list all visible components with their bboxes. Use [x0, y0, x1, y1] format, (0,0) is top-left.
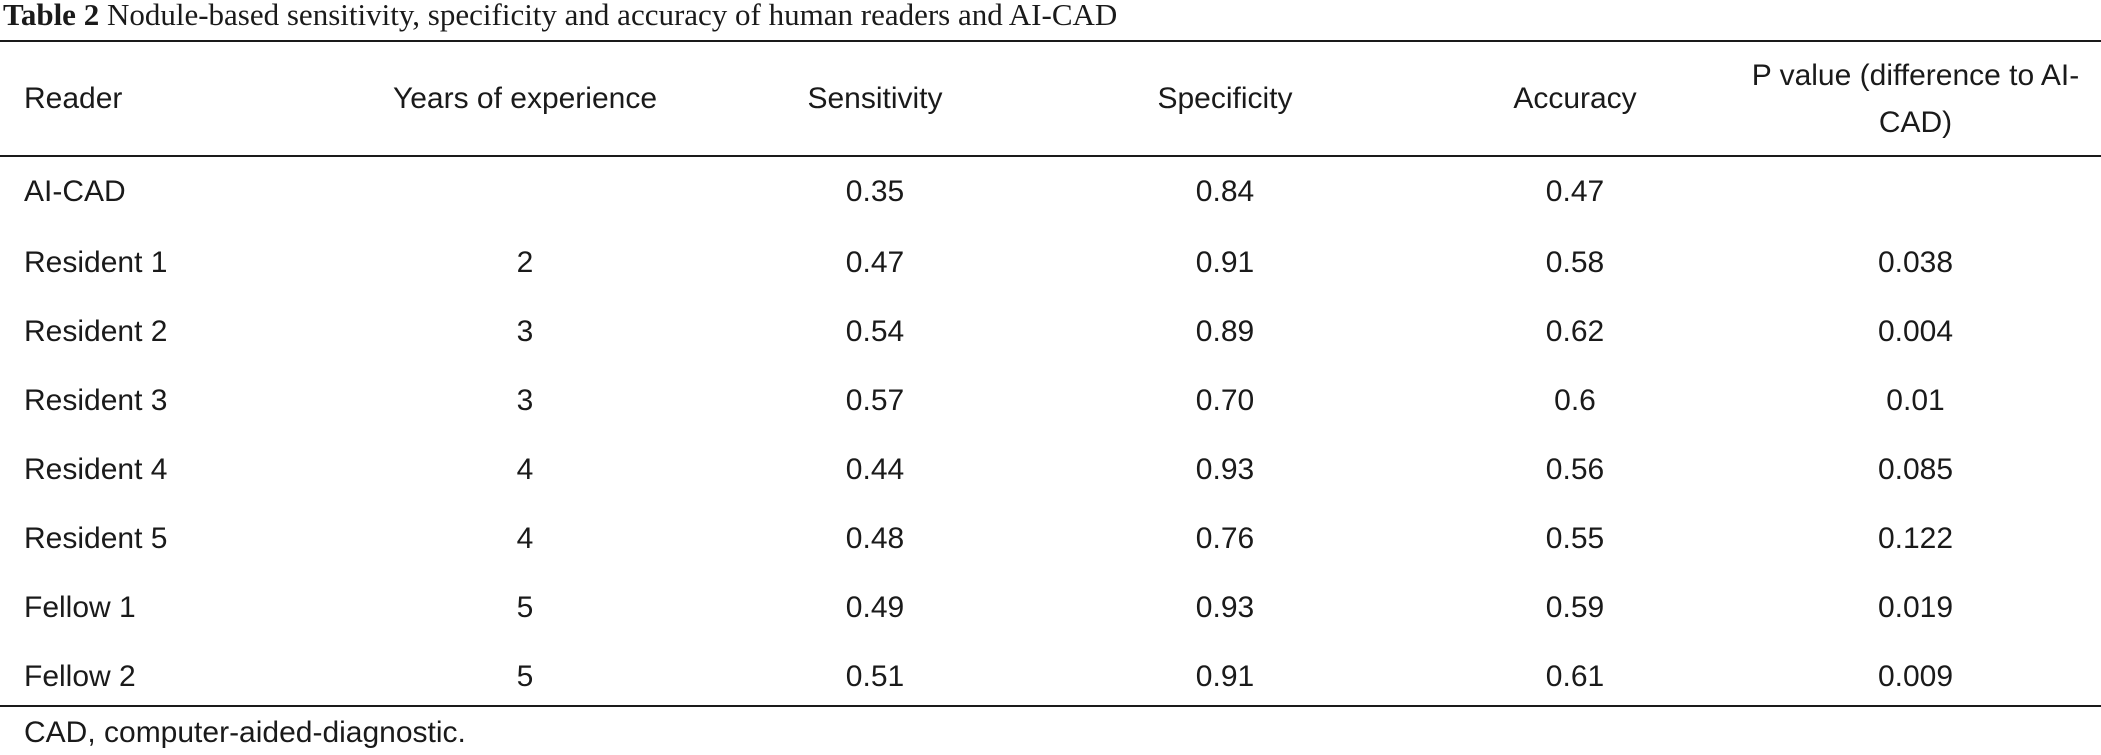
cell-years: 4: [516, 521, 534, 555]
cell-sensitivity: 0.48: [845, 521, 905, 555]
cell-sensitivity: 0.35: [845, 174, 905, 208]
cell-specificity: 0.91: [1195, 659, 1255, 693]
cell-years: 3: [516, 383, 534, 417]
cell-specificity: 0.89: [1195, 314, 1255, 348]
cell-years: 3: [516, 314, 534, 348]
table-row: Resident 5 4 0.48 0.76 0.55 0.122: [0, 504, 2101, 573]
cell-p-value: 0.004: [1877, 314, 1954, 348]
cell-reader: Resident 1: [24, 245, 168, 279]
table-row: Resident 2 3 0.54 0.89 0.62 0.004: [0, 297, 2101, 366]
cell-reader: Resident 5: [24, 521, 168, 555]
header-years-of-experience: Years of experience: [392, 82, 658, 115]
table-row: Resident 4 4 0.44 0.93 0.56 0.085: [0, 435, 2101, 504]
header-reader: Reader: [24, 82, 123, 115]
cell-sensitivity: 0.57: [845, 383, 905, 417]
cell-sensitivity: 0.49: [845, 590, 905, 624]
table-body: AI-CAD 0.35 0.84 0.47 Resident 1 2 0.47 …: [0, 155, 2101, 711]
table-row: Fellow 1 5 0.49 0.93 0.59 0.019: [0, 573, 2101, 642]
table-row: Fellow 2 5 0.51 0.91 0.61 0.009: [0, 642, 2101, 711]
header-p-value: P value (difference to AI-CAD): [1751, 58, 2080, 139]
table-footnote: CAD, computer-aided-diagnostic.: [24, 716, 466, 749]
cell-sensitivity: 0.47: [845, 245, 905, 279]
cell-reader: Resident 2: [24, 314, 168, 348]
cell-specificity: 0.91: [1195, 245, 1255, 279]
cell-reader: Fellow 2: [24, 659, 136, 693]
cell-accuracy: 0.55: [1545, 521, 1605, 555]
cell-reader: Resident 3: [24, 383, 168, 417]
cell-specificity: 0.84: [1195, 174, 1255, 208]
cell-sensitivity: 0.44: [845, 452, 905, 486]
header-accuracy: Accuracy: [1513, 82, 1637, 115]
cell-accuracy: 0.6: [1554, 383, 1596, 417]
cell-p-value: 0.009: [1877, 659, 1954, 693]
header-row: Reader Years of experience Sensitivity S…: [0, 42, 2101, 155]
cell-years: 5: [516, 659, 534, 693]
table-header-rule: [0, 155, 2101, 157]
table-row: Resident 1 2 0.47 0.91 0.58 0.038: [0, 228, 2101, 297]
cell-reader: AI-CAD: [24, 174, 126, 208]
cell-sensitivity: 0.51: [845, 659, 905, 693]
cell-sensitivity: 0.54: [845, 314, 905, 348]
cell-p-value: 0.038: [1877, 245, 1954, 279]
header-specificity: Specificity: [1157, 82, 1293, 115]
cell-years: 5: [516, 590, 534, 624]
cell-accuracy: 0.59: [1545, 590, 1605, 624]
table-row: Resident 3 3 0.57 0.70 0.6 0.01: [0, 366, 2101, 435]
cell-specificity: 0.76: [1195, 521, 1255, 555]
cell-specificity: 0.93: [1195, 590, 1255, 624]
header-sensitivity: Sensitivity: [807, 82, 943, 115]
cell-years: 2: [516, 245, 534, 279]
cell-accuracy: 0.47: [1545, 174, 1605, 208]
cell-years: 4: [516, 452, 534, 486]
cell-p-value: 0.085: [1877, 452, 1954, 486]
cell-reader: Fellow 1: [24, 590, 136, 624]
table-caption: Table 2 Nodule-based sensitivity, specif…: [3, 0, 1117, 34]
table-caption-label: Table 2: [3, 0, 100, 32]
cell-p-value: 0.01: [1886, 383, 1945, 417]
cell-specificity: 0.93: [1195, 452, 1255, 486]
cell-specificity: 0.70: [1195, 383, 1255, 417]
table-top-rule: [0, 40, 2101, 42]
cell-p-value: 0.122: [1877, 521, 1954, 555]
table-bottom-rule: [0, 705, 2101, 707]
cell-p-value: [1730, 155, 2101, 228]
table-row: AI-CAD 0.35 0.84 0.47: [0, 155, 2101, 228]
cell-accuracy: 0.56: [1545, 452, 1605, 486]
cell-accuracy: 0.61: [1545, 659, 1605, 693]
table-caption-text: Nodule-based sensitivity, specificity an…: [106, 0, 1118, 32]
cell-p-value: 0.019: [1877, 590, 1954, 624]
cell-accuracy: 0.58: [1545, 245, 1605, 279]
cell-years: [330, 155, 720, 228]
cell-reader: Resident 4: [24, 452, 168, 486]
cell-accuracy: 0.62: [1545, 314, 1605, 348]
results-table: Reader Years of experience Sensitivity S…: [0, 42, 2101, 711]
table-header: Reader Years of experience Sensitivity S…: [0, 42, 2101, 155]
